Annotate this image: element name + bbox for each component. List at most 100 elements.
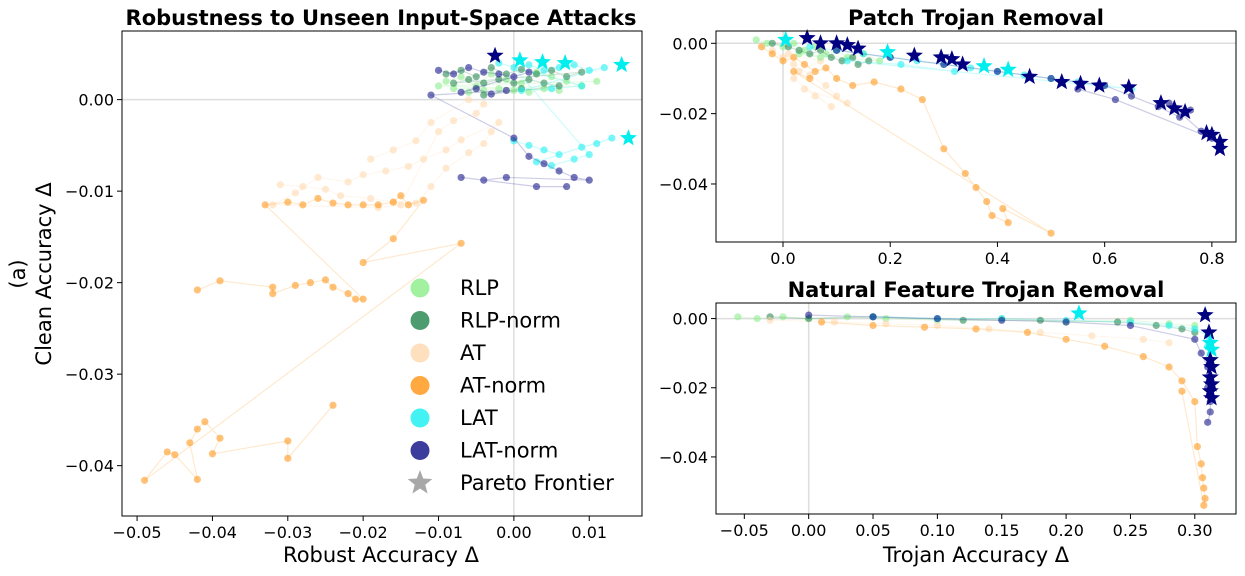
scatter-point [555, 82, 563, 90]
scatter-point [1036, 316, 1044, 324]
plot-frame [121, 30, 643, 517]
pareto-star-marker [1070, 304, 1088, 321]
pareto-star-marker [1152, 94, 1170, 111]
legend-marker [410, 278, 430, 298]
scatter-point [449, 85, 458, 93]
scatter-point [291, 281, 299, 289]
legend-marker [410, 311, 430, 330]
scatter-point [547, 73, 556, 81]
scatter-point [822, 81, 830, 90]
scatter-point [843, 57, 851, 65]
scatter-point [854, 60, 862, 69]
scatter-point [517, 65, 526, 74]
series-at-norm [757, 43, 1055, 237]
scatter-point [480, 68, 488, 76]
pareto-star-marker [1202, 357, 1221, 375]
scatter-point [822, 50, 830, 58]
scatter-point [800, 85, 809, 93]
scatter-point [1191, 335, 1199, 343]
scatter-point [806, 50, 814, 58]
scatter-point [284, 454, 292, 462]
scatter-point [269, 201, 277, 209]
y-tick-label: 0.00 [672, 310, 708, 329]
scatter-point [790, 39, 798, 47]
scatter-point [434, 66, 443, 74]
pareto-star-marker [1201, 368, 1219, 385]
scatter-point [382, 167, 390, 175]
pareto-star-marker [613, 55, 631, 73]
scatter-point [1047, 74, 1055, 83]
scatter-point [998, 316, 1006, 324]
scatter-point [1200, 484, 1208, 492]
scatter-point [397, 201, 405, 209]
legend: RLP RLP-norm AT AT-norm LAT LAT-norm Pareto Fr… [407, 276, 614, 495]
scatter-point [525, 141, 533, 149]
scatter-point [959, 316, 967, 324]
scatter-point [827, 103, 835, 111]
scatter-point [816, 53, 825, 61]
pareto-star-marker [811, 34, 830, 51]
scatter-point [752, 36, 760, 44]
scatter-point [999, 204, 1007, 213]
pareto-star-marker [1200, 323, 1218, 340]
scatter-point [367, 194, 375, 203]
scatter-point [882, 320, 890, 328]
scatter-point [830, 318, 839, 326]
scatter-point [397, 192, 405, 200]
scatter-point [768, 50, 776, 58]
scatter-point [1127, 92, 1136, 100]
scatter-point [465, 96, 473, 104]
scatter-point [1152, 321, 1160, 330]
scatter-point [1139, 353, 1147, 361]
scatter-point [193, 286, 201, 294]
legend-label: AT-norm [460, 374, 546, 398]
x-tick-label: 0.01 [571, 523, 607, 542]
pareto-star-marker [1202, 340, 1221, 357]
scatter-point [389, 198, 397, 206]
scatter-point [434, 128, 443, 136]
scatter-point [389, 235, 397, 243]
scatter-point [1111, 95, 1119, 104]
scatter-point [950, 67, 959, 76]
pareto-star-marker [954, 55, 972, 72]
scatter-point [314, 173, 322, 182]
scatter-point [1101, 342, 1109, 350]
series-at-norm [141, 192, 465, 484]
legend-label: RLP [460, 276, 499, 300]
scatter-point [404, 162, 412, 171]
scatter-point [472, 73, 480, 81]
scatter-point [487, 64, 495, 72]
scatter-point [1126, 321, 1135, 330]
scatter-point [480, 100, 488, 108]
scatter-point [344, 201, 352, 209]
robustness-x-axis-label: Robust Accuracy Δ [283, 543, 480, 567]
scatter-point [457, 173, 465, 182]
y-tick-label: −0.01 [65, 182, 114, 201]
scatter-point [329, 401, 337, 409]
scatter-point [525, 75, 533, 84]
scatter-point [344, 178, 352, 186]
scatter-point [790, 60, 798, 69]
scatter-point [563, 182, 571, 191]
scatter-point [336, 192, 345, 200]
scatter-point [988, 212, 996, 220]
series-connector-line [498, 62, 613, 167]
scatter-point [1191, 397, 1199, 406]
scatter-point [208, 450, 217, 458]
scatter-point [419, 155, 428, 163]
scatter-point [540, 146, 548, 154]
scatter-point [827, 53, 835, 61]
scatter-point [578, 82, 586, 90]
scatter-point [757, 43, 766, 51]
scatter-point [547, 66, 556, 74]
scatter-point [1113, 318, 1122, 326]
pareto-star-marker [1202, 375, 1221, 392]
scatter-point [532, 182, 541, 191]
scatter-point [329, 199, 337, 207]
scatter-point [510, 79, 518, 87]
scatter-point [1062, 335, 1070, 343]
pareto-star-marker [511, 51, 529, 68]
scatter-point [843, 99, 851, 107]
scatter-point [585, 150, 593, 159]
scatter-point [540, 85, 548, 93]
